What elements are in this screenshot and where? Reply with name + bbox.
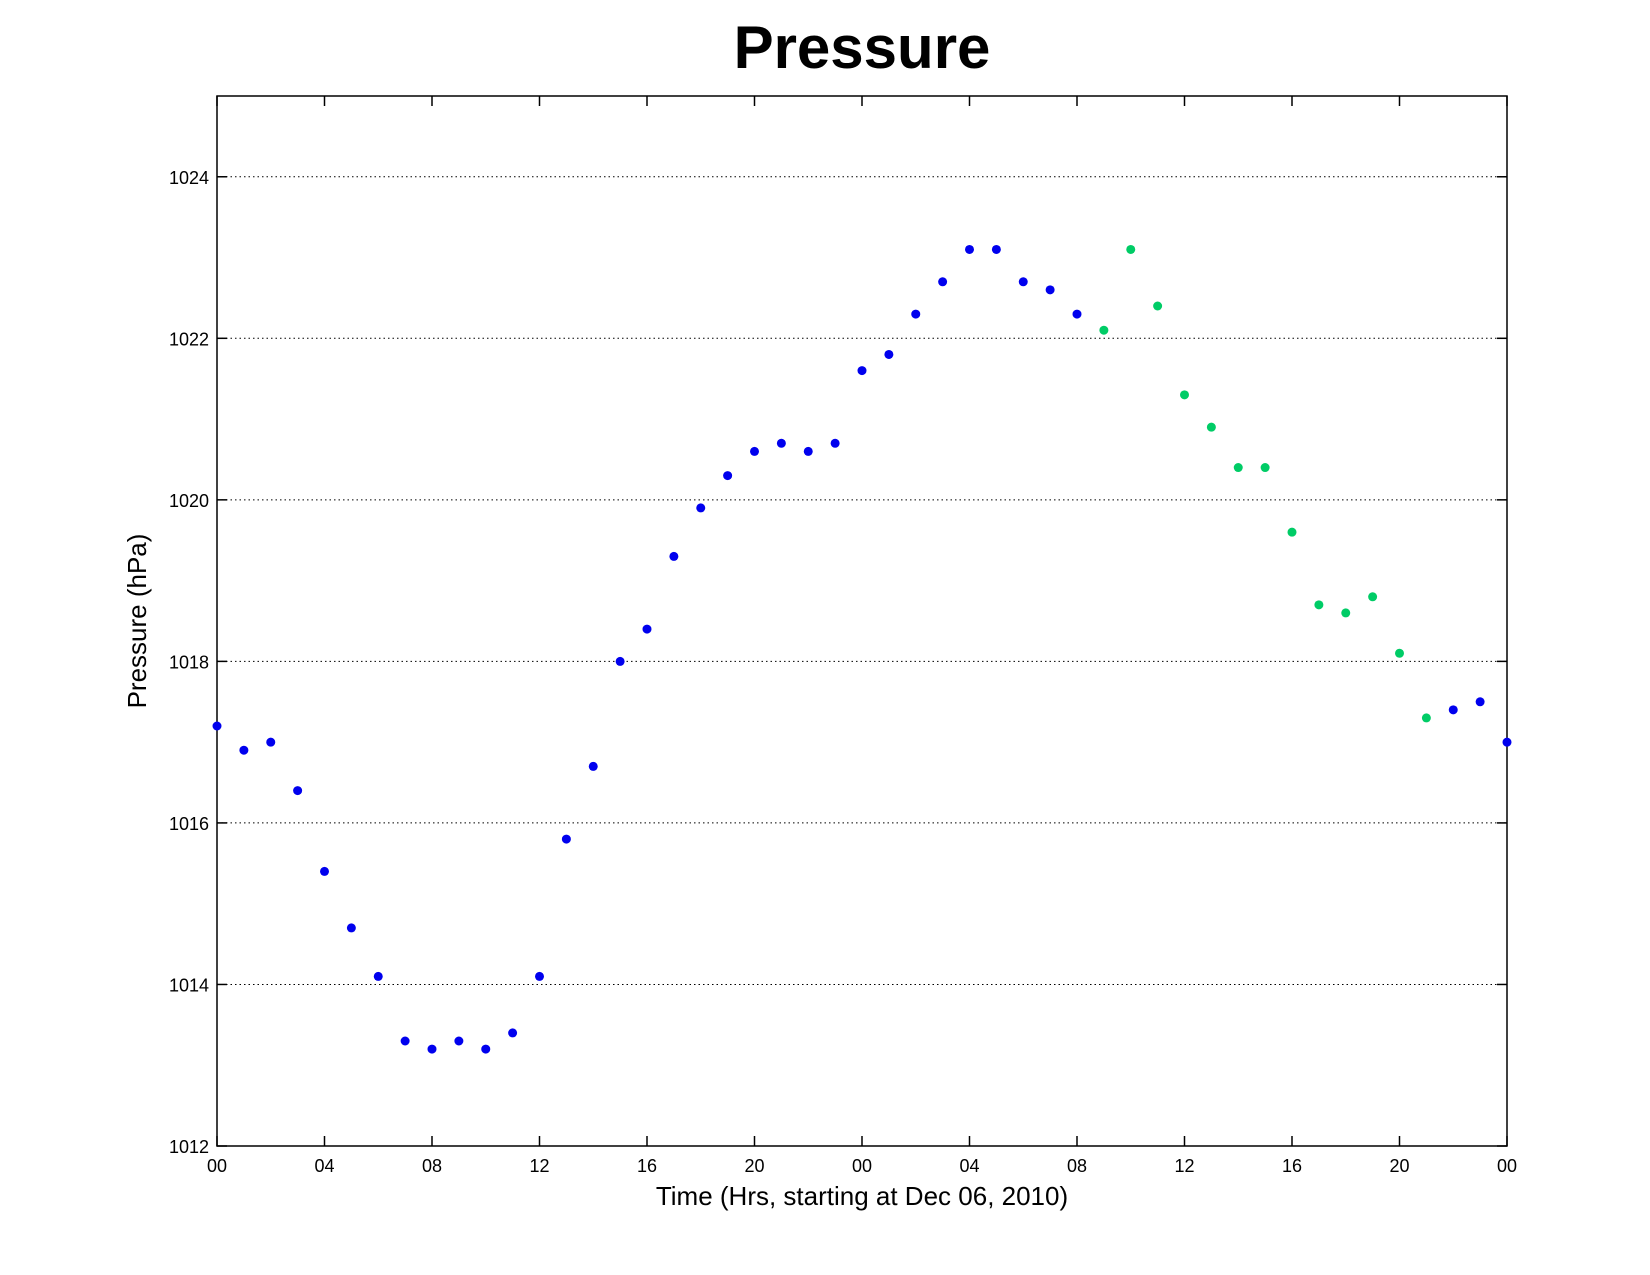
data-point — [427, 1044, 437, 1054]
y-tick-label: 1014 — [169, 975, 209, 995]
data-point — [1206, 422, 1216, 432]
grid-lines — [217, 176, 1507, 985]
x-tick-label: 16 — [637, 1156, 657, 1176]
data-point — [561, 834, 571, 844]
data-point — [1395, 648, 1404, 658]
data-point — [320, 866, 329, 876]
data-point — [508, 1028, 518, 1038]
data-point — [1153, 301, 1163, 311]
axis-ticks: 1012 1014 1016 1018 1020 1022 1024 00 04 08 12 16 20… — [169, 96, 1517, 1176]
data-points — [212, 244, 1512, 1054]
y-tick-label: 1020 — [169, 491, 209, 511]
data-point — [400, 1036, 410, 1046]
x-tick-label: 12 — [1174, 1156, 1194, 1176]
data-point — [750, 446, 759, 456]
data-point — [1475, 697, 1485, 707]
x-axis-label: Time (Hrs, starting at Dec 06, 2010) — [656, 1181, 1068, 1211]
x-tick-label: 12 — [529, 1156, 549, 1176]
data-point — [1341, 608, 1351, 618]
y-tick-label: 1016 — [169, 814, 209, 834]
data-point — [454, 1036, 464, 1046]
data-point — [615, 656, 625, 666]
x-tick-label: 00 — [207, 1156, 227, 1176]
data-point — [1314, 600, 1324, 610]
data-point — [1368, 592, 1378, 602]
x-tick-label: 08 — [1067, 1156, 1087, 1176]
y-tick-label: 1024 — [169, 168, 209, 188]
data-point — [1502, 737, 1512, 747]
data-point — [1126, 244, 1136, 254]
y-tick-label: 1012 — [169, 1137, 209, 1157]
data-point — [911, 309, 921, 319]
data-point — [1018, 277, 1028, 287]
plot-frame — [216, 95, 1508, 1147]
data-point — [803, 446, 813, 456]
x-tick-label: 20 — [744, 1156, 764, 1176]
data-point — [776, 438, 786, 448]
data-point — [346, 923, 356, 933]
data-point — [1180, 390, 1189, 400]
x-tick-label: 00 — [1497, 1156, 1517, 1176]
data-point — [535, 971, 544, 981]
data-point — [1233, 463, 1243, 473]
data-point — [239, 745, 249, 755]
data-point — [1287, 527, 1297, 537]
data-point — [1448, 705, 1458, 715]
data-point — [1072, 309, 1082, 319]
data-point — [588, 761, 598, 771]
data-point — [938, 277, 948, 287]
data-point — [830, 438, 840, 448]
x-tick-label: 04 — [959, 1156, 979, 1176]
x-tick-label: 20 — [1389, 1156, 1409, 1176]
x-tick-label: 08 — [422, 1156, 442, 1176]
data-point — [293, 786, 303, 796]
y-tick-label: 1022 — [169, 329, 209, 349]
data-point — [212, 721, 222, 731]
y-axis-label: Pressure (hPa) — [122, 534, 152, 709]
x-tick-label: 04 — [314, 1156, 334, 1176]
data-point — [669, 551, 679, 561]
data-point — [965, 244, 974, 254]
data-point — [1421, 713, 1431, 723]
data-point — [696, 503, 706, 513]
x-tick-label: 00 — [852, 1156, 872, 1176]
data-point — [1045, 285, 1055, 295]
data-point — [857, 366, 867, 376]
data-point — [991, 244, 1001, 254]
data-point — [1260, 463, 1270, 473]
y-tick-label: 1018 — [169, 652, 209, 672]
chart-title: Pressure — [734, 14, 991, 81]
data-point — [481, 1044, 491, 1054]
data-point — [642, 624, 652, 634]
data-point — [266, 737, 276, 747]
data-point — [373, 971, 383, 981]
data-point — [1099, 325, 1109, 335]
data-point — [884, 349, 894, 359]
x-tick-label: 16 — [1282, 1156, 1302, 1176]
data-point — [723, 471, 733, 481]
